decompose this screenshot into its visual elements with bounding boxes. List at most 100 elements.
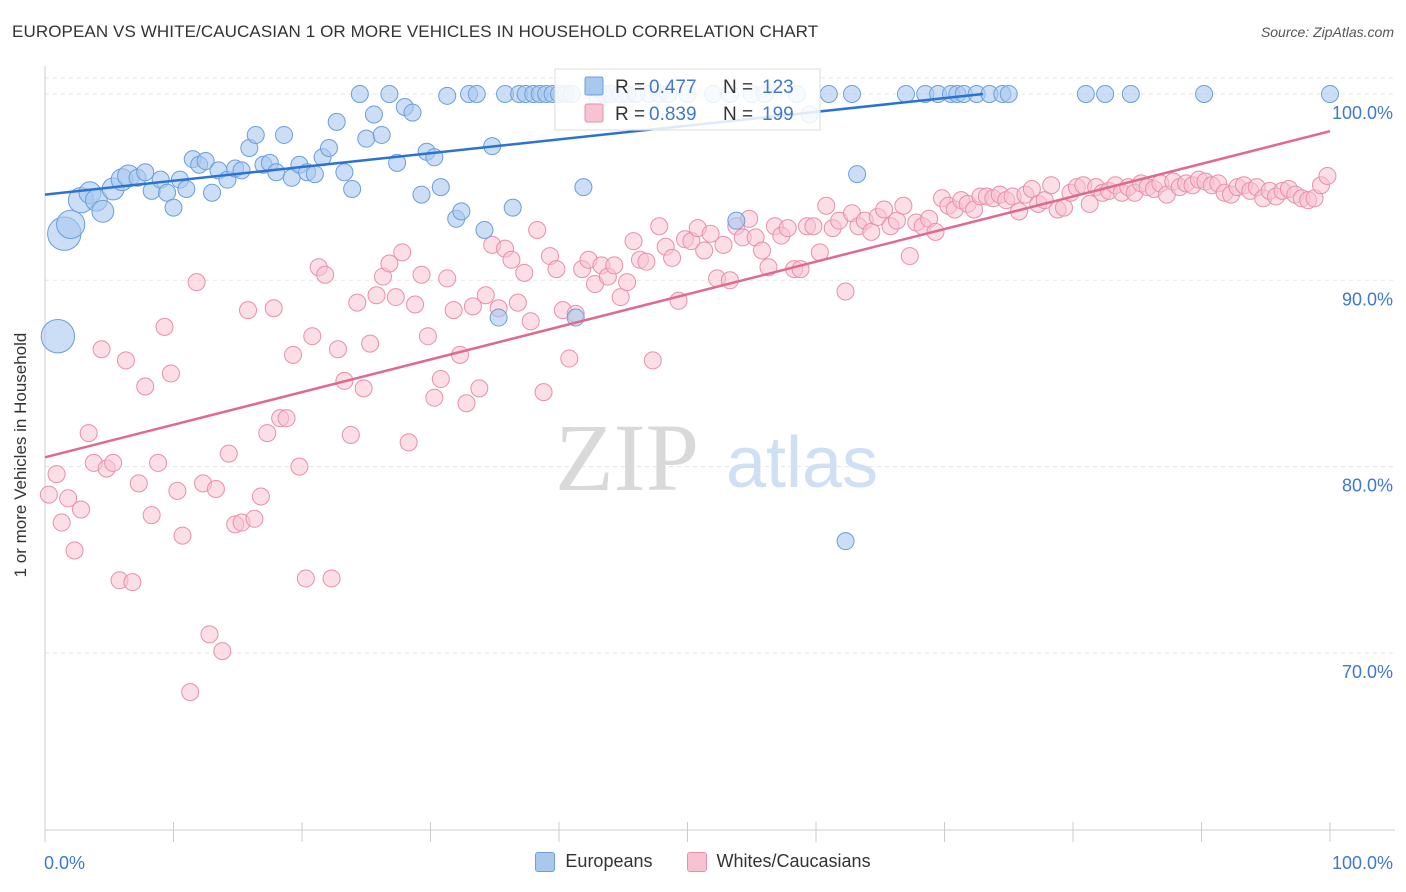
stats-n-value-1: 123 (762, 77, 794, 98)
point-whites (149, 453, 168, 472)
point-whites (470, 379, 489, 398)
point-whites (695, 241, 714, 260)
point-whites (900, 247, 919, 266)
point-whites (328, 340, 347, 359)
point-europeans (232, 161, 251, 180)
point-europeans (412, 185, 431, 204)
point-europeans (164, 198, 183, 217)
point-europeans (305, 165, 324, 184)
point-whites (528, 220, 547, 239)
point-whites (59, 489, 78, 508)
point-europeans (357, 129, 376, 148)
trend-lines (44, 92, 1331, 459)
point-whites (463, 297, 482, 316)
point-europeans (177, 179, 196, 198)
point-europeans (438, 86, 457, 105)
point-whites (412, 265, 431, 284)
point-whites (123, 573, 142, 592)
point-europeans (196, 152, 215, 171)
point-whites (406, 295, 425, 314)
point-whites (714, 235, 733, 254)
point-whites (1022, 179, 1041, 198)
y-axis-label: 1 or more Vehicles in Household (11, 333, 30, 578)
stats-n-label-2: N = (723, 104, 753, 125)
point-whites (284, 345, 303, 364)
point-whites (624, 232, 643, 251)
point-whites (71, 500, 90, 519)
point-whites (476, 286, 495, 305)
point-europeans (431, 178, 450, 197)
trend-line-europeans (44, 92, 984, 196)
point-europeans (403, 103, 422, 122)
point-europeans (158, 183, 177, 202)
stats-swatch-europeans (584, 76, 604, 96)
point-europeans (327, 112, 346, 131)
point-whites (239, 301, 258, 320)
point-whites (39, 485, 58, 504)
point-whites (663, 248, 682, 267)
point-whites (451, 345, 470, 364)
point-whites (521, 312, 540, 331)
point-europeans (91, 199, 115, 223)
point-europeans (335, 163, 354, 182)
point-whites (104, 453, 123, 472)
point-whites (47, 465, 66, 484)
watermark: ZIP atlas (555, 404, 878, 511)
point-europeans (1121, 84, 1140, 103)
point-whites (136, 377, 155, 396)
legend-label-whites: Whites/Caucasians (716, 851, 871, 871)
watermark-atlas: atlas (726, 423, 878, 503)
point-whites (605, 256, 624, 275)
point-whites (316, 265, 335, 284)
point-europeans (1096, 84, 1115, 103)
stats-r-value-1: 0.477 (649, 77, 697, 98)
y-tick-label: 80.0% (1342, 476, 1393, 496)
point-whites (264, 299, 283, 318)
point-europeans (574, 178, 593, 197)
point-whites (303, 327, 322, 346)
point-whites (322, 569, 341, 588)
point-whites (155, 317, 174, 336)
x-tick-label-max: 100.0% (1332, 853, 1393, 873)
point-europeans (1321, 84, 1339, 103)
point-europeans (275, 125, 294, 144)
point-whites (875, 200, 894, 219)
stats-r-label-1: R = (615, 77, 645, 98)
legend-item-europeans: Europeans (535, 851, 653, 872)
point-whites (116, 351, 135, 370)
point-whites (701, 224, 720, 243)
point-whites (245, 509, 264, 528)
point-whites (425, 388, 444, 407)
point-whites (438, 269, 457, 288)
point-whites (457, 394, 476, 413)
y-tick-label: 90.0% (1342, 289, 1393, 309)
point-whites (444, 301, 463, 320)
chart-title: EUROPEAN VS WHITE/CAUCASIAN 1 OR MORE VE… (12, 22, 819, 41)
legend-swatch-whites (686, 851, 707, 872)
point-whites (418, 327, 437, 346)
point-whites (341, 425, 360, 444)
point-whites (862, 222, 881, 241)
stats-n-value-2: 199 (762, 104, 794, 125)
point-whites (643, 351, 662, 370)
point-europeans (489, 308, 508, 327)
point-whites (753, 241, 772, 260)
stats-n-label-1: N = (723, 77, 753, 98)
point-europeans (452, 202, 471, 221)
point-whites (142, 506, 161, 525)
point-europeans (56, 209, 86, 240)
point-europeans (343, 179, 362, 198)
point-whites (894, 196, 913, 215)
point-europeans (246, 125, 265, 144)
y-tick-label: 70.0% (1342, 662, 1393, 682)
x-tick-label-min: 0.0% (44, 853, 85, 873)
point-whites (399, 433, 418, 452)
point-whites (129, 474, 148, 493)
stats-swatch-whites (584, 103, 604, 123)
stats-r-value-2: 0.839 (649, 104, 697, 125)
legend-label-europeans: Europeans (565, 851, 653, 871)
point-europeans (203, 183, 222, 202)
point-whites (1080, 194, 1099, 213)
point-whites (618, 273, 637, 292)
